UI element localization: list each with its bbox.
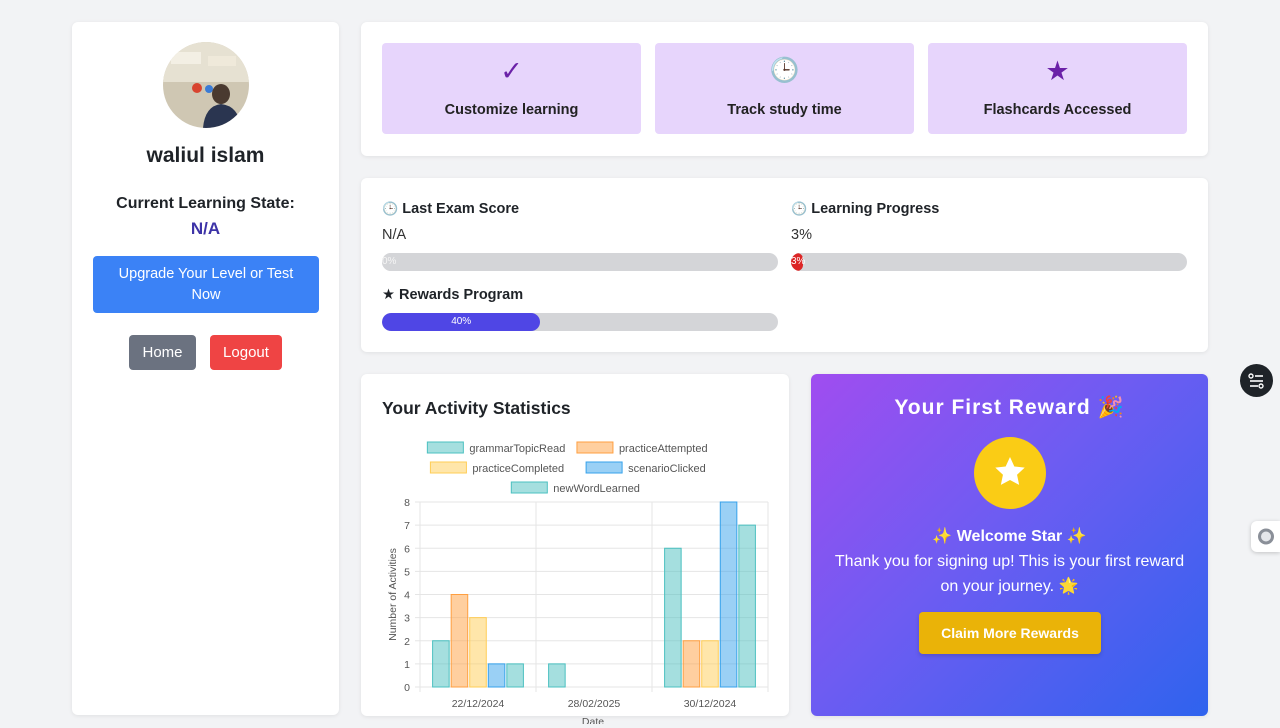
learning-progress-label: Learning Progress bbox=[811, 201, 940, 217]
floating-menu-button[interactable] bbox=[1240, 364, 1273, 397]
learning-state-label: Current Learning State: bbox=[116, 195, 295, 212]
reward-badge bbox=[974, 437, 1046, 509]
learning-progress-fill: 3% bbox=[791, 253, 805, 271]
star-icon bbox=[995, 457, 1025, 485]
y-axis-title: Number of Activities bbox=[387, 548, 399, 641]
legend-swatch bbox=[426, 441, 464, 454]
reward-message: Thank you for signing up! This is your f… bbox=[834, 553, 1185, 595]
bar-scenarioClicked bbox=[719, 501, 738, 688]
star-icon: ★ bbox=[382, 287, 395, 303]
legend-swatch bbox=[576, 441, 614, 454]
learning-progress-bar: 3% bbox=[791, 253, 1187, 271]
tile-track-study-time[interactable]: 🕒 Track study time bbox=[655, 43, 914, 134]
reward-name: ✨ Welcome Star ✨ bbox=[932, 528, 1087, 545]
last-exam-progress-fill: 0% bbox=[382, 253, 396, 271]
last-exam-heading: 🕒 Last Exam Score bbox=[382, 201, 519, 217]
learning-progress-value: 3% bbox=[791, 227, 812, 243]
learning-state-value: N/A bbox=[190, 219, 221, 238]
tile-label: Track study time bbox=[727, 102, 842, 118]
avatar bbox=[163, 42, 249, 128]
y-tick-label: 3 bbox=[404, 613, 410, 625]
legend-label: grammarTopicRead bbox=[469, 443, 565, 455]
legend-label: practiceCompleted bbox=[472, 463, 564, 475]
list-settings-icon bbox=[1248, 373, 1264, 389]
progress-card: 🕒 Last Exam Score N/A 0% 🕒 Learning Prog… bbox=[361, 178, 1208, 352]
last-exam-label: Last Exam Score bbox=[402, 201, 520, 217]
clock-icon: 🕒 bbox=[791, 201, 808, 216]
rewards-program-bar: 40% bbox=[382, 313, 778, 331]
y-tick-label: 1 bbox=[404, 659, 410, 671]
side-widget-button[interactable] bbox=[1251, 521, 1280, 552]
upgrade-button[interactable]: Upgrade Your Level or Test Now bbox=[93, 256, 319, 313]
legend-label: practiceAttempted bbox=[619, 443, 708, 455]
y-tick-label: 4 bbox=[404, 590, 410, 602]
y-tick-label: 7 bbox=[404, 520, 410, 532]
bar-practiceAttempted bbox=[682, 640, 701, 688]
check-icon: ✓ bbox=[500, 56, 523, 86]
logout-button[interactable]: Logout bbox=[210, 335, 282, 370]
y-tick-label: 5 bbox=[404, 566, 410, 578]
y-tick-label: 0 bbox=[404, 682, 410, 694]
tile-flashcards-accessed[interactable]: ★ Flashcards Accessed bbox=[928, 43, 1187, 134]
star-icon: ★ bbox=[1045, 56, 1070, 86]
tile-label: Flashcards Accessed bbox=[983, 102, 1132, 118]
bar-newWordLearned bbox=[506, 663, 524, 688]
x-tick-label: 30/12/2024 bbox=[684, 698, 737, 710]
legend-label: newWordLearned bbox=[553, 483, 640, 495]
rewards-program-label: Rewards Program bbox=[399, 287, 524, 303]
tile-customize-learning[interactable]: ✓ Customize learning bbox=[382, 43, 641, 134]
y-tick-label: 2 bbox=[404, 636, 410, 648]
reward-title: Your First Reward 🎉 bbox=[894, 396, 1125, 419]
x-tick-label: 22/12/2024 bbox=[452, 698, 505, 710]
y-tick-label: 6 bbox=[404, 543, 410, 555]
circle-toggle-icon bbox=[1258, 528, 1274, 545]
bar-grammarTopicRead bbox=[432, 640, 450, 688]
last-exam-progress-bar: 0% bbox=[382, 253, 778, 271]
legend-label: scenarioClicked bbox=[628, 463, 706, 475]
stats-title: Your Activity Statistics bbox=[382, 398, 571, 418]
x-tick-label: 28/02/2025 bbox=[568, 698, 621, 710]
rewards-program-heading: ★ Rewards Program bbox=[382, 287, 523, 303]
learning-progress-heading: 🕒 Learning Progress bbox=[791, 201, 939, 217]
bar-grammarTopicRead bbox=[664, 547, 682, 688]
y-tick-label: 8 bbox=[404, 497, 410, 509]
legend-swatch bbox=[510, 481, 548, 494]
claim-rewards-button[interactable]: Claim More Rewards bbox=[919, 612, 1101, 654]
bar-practiceCompleted bbox=[469, 617, 487, 688]
home-button[interactable]: Home bbox=[129, 335, 196, 370]
reward-card: Your First Reward 🎉 ✨ Welcome Star ✨ Tha… bbox=[811, 374, 1208, 716]
last-exam-value: N/A bbox=[382, 227, 407, 243]
legend-swatch bbox=[429, 461, 467, 474]
x-axis-title: Date bbox=[582, 716, 604, 724]
legend-swatch bbox=[585, 461, 623, 474]
activity-bar-chart: grammarTopicRead practiceAttempted practic… bbox=[387, 441, 769, 724]
profile-card: waliul islam Current Learning State: N/A… bbox=[72, 22, 339, 715]
clock-icon: 🕒 bbox=[382, 201, 399, 216]
tile-label: Customize learning bbox=[444, 102, 579, 118]
feature-tiles: ✓ Customize learning 🕒 Track study time … bbox=[361, 22, 1208, 156]
rewards-program-fill: 40% bbox=[382, 313, 541, 331]
bar-practiceCompleted bbox=[701, 640, 719, 688]
bar-newWordLearned bbox=[738, 524, 756, 688]
activity-statistics-card: Your Activity Statistics grammarTopicRea… bbox=[361, 374, 789, 724]
user-name: waliul islam bbox=[146, 144, 265, 167]
bar-grammarTopicRead bbox=[548, 663, 566, 688]
bar-scenarioClicked bbox=[487, 663, 506, 688]
clock-icon: 🕒 bbox=[769, 57, 800, 84]
bar-practiceAttempted bbox=[450, 594, 469, 688]
